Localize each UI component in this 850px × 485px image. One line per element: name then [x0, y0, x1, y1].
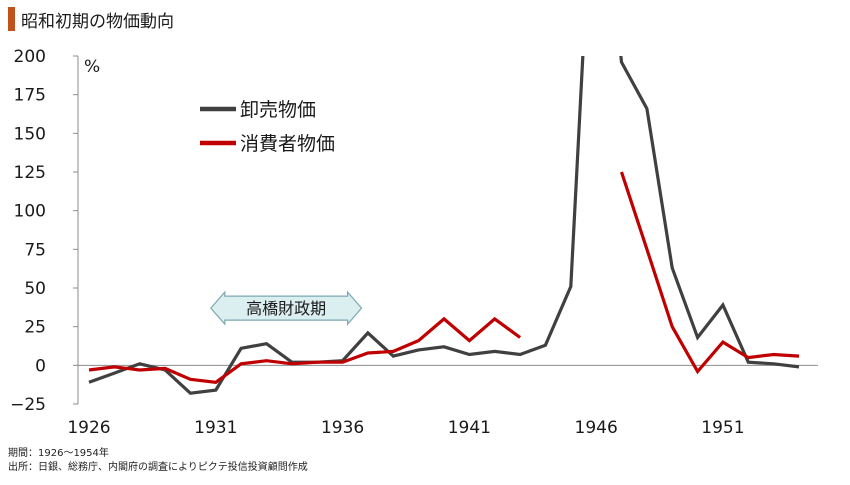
x-tick-label: 1931 [194, 418, 237, 438]
y-tick-label: 75 [24, 240, 46, 260]
x-tick-label: 1951 [701, 418, 744, 438]
x-tick-label: 1926 [67, 418, 110, 438]
x-tick-label: 1941 [448, 418, 491, 438]
footer-source: 出所：日銀、総務庁、内閣府の調査によりピクテ投信投資顧問作成 [8, 462, 308, 473]
series-line-consumer-price [88, 171, 800, 384]
y-unit-label: % [84, 57, 100, 77]
y-tick-label: 0 [35, 356, 46, 376]
x-tick-label: 1946 [575, 418, 618, 438]
x-tick-label: 1936 [321, 418, 364, 438]
y-tick-label: 175 [14, 86, 46, 106]
y-tick-label: 150 [14, 124, 46, 144]
series-line-wholesale-price [88, 56, 800, 395]
chart-title-block: 昭和初期の物価動向 [8, 6, 174, 32]
y-tick-label: −25 [10, 395, 46, 415]
chart-title: 昭和初期の物価動向 [21, 11, 174, 32]
legend-label-wholesale-price: 卸売物価 [240, 99, 316, 121]
y-tick-label: 25 [24, 318, 46, 338]
annotation-label: 高橋財政期 [246, 299, 326, 318]
annotation-double-arrow [210, 290, 363, 326]
y-tick-label: 200 [14, 47, 46, 67]
y-tick-label: 125 [14, 163, 46, 183]
footer-period: 期間：1926～1954年 [8, 448, 109, 459]
legend-label-consumer-price: 消費者物価 [240, 133, 335, 155]
title-accent-bar [8, 7, 15, 31]
y-tick-label: 50 [24, 279, 46, 299]
y-tick-label: 100 [14, 202, 46, 222]
